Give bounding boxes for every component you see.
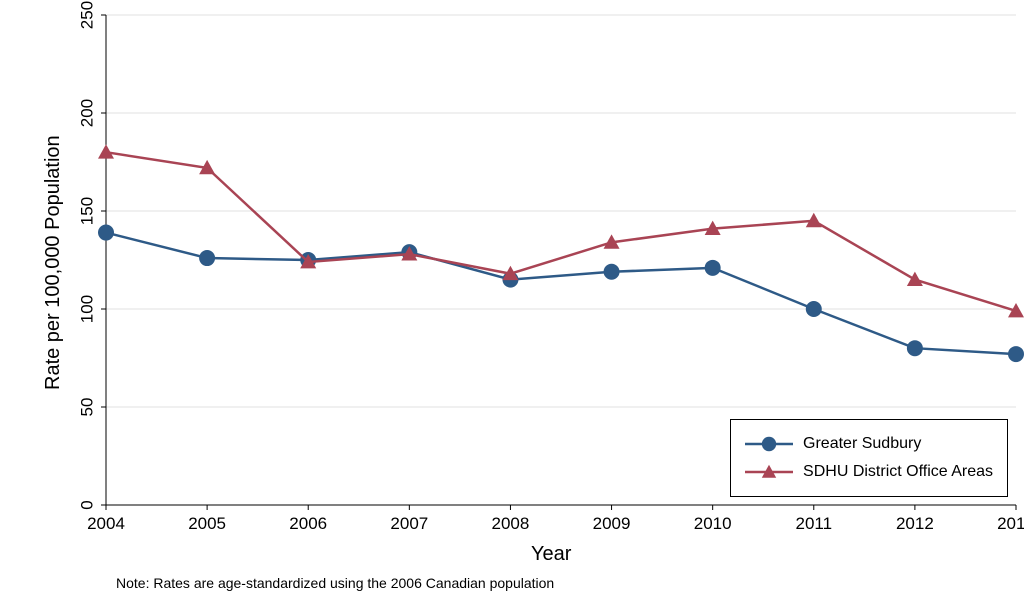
svg-text:150: 150 (77, 197, 96, 225)
svg-text:100: 100 (77, 295, 96, 323)
legend-swatch (745, 434, 793, 454)
legend-item: SDHU District Office Areas (745, 458, 993, 486)
svg-text:50: 50 (77, 398, 96, 417)
legend-label: Greater Sudbury (803, 435, 921, 453)
svg-text:200: 200 (77, 99, 96, 127)
svg-text:2006: 2006 (289, 514, 327, 533)
svg-text:0: 0 (77, 500, 96, 509)
svg-text:2008: 2008 (492, 514, 530, 533)
svg-text:2011: 2011 (795, 514, 832, 533)
svg-text:2004: 2004 (87, 514, 125, 533)
svg-text:2013: 2013 (997, 514, 1024, 533)
svg-text:2012: 2012 (896, 514, 934, 533)
chart-svg: 0 50 100 150 200 250 2004 2005 2006 2007 2008 2009 2… (0, 0, 1024, 614)
svg-text:2009: 2009 (593, 514, 631, 533)
legend-label: SDHU District Office Areas (803, 463, 993, 481)
svg-text:2005: 2005 (188, 514, 226, 533)
chart-container: Rate per 100,000 Population Year Note: R… (0, 0, 1024, 614)
svg-text:2007: 2007 (390, 514, 428, 533)
legend-box: Greater Sudbury SDHU District Office Area… (730, 419, 1008, 497)
svg-text:2010: 2010 (694, 514, 732, 533)
legend-item: Greater Sudbury (745, 430, 993, 458)
svg-text:250: 250 (77, 1, 96, 29)
legend-swatch (745, 462, 793, 482)
